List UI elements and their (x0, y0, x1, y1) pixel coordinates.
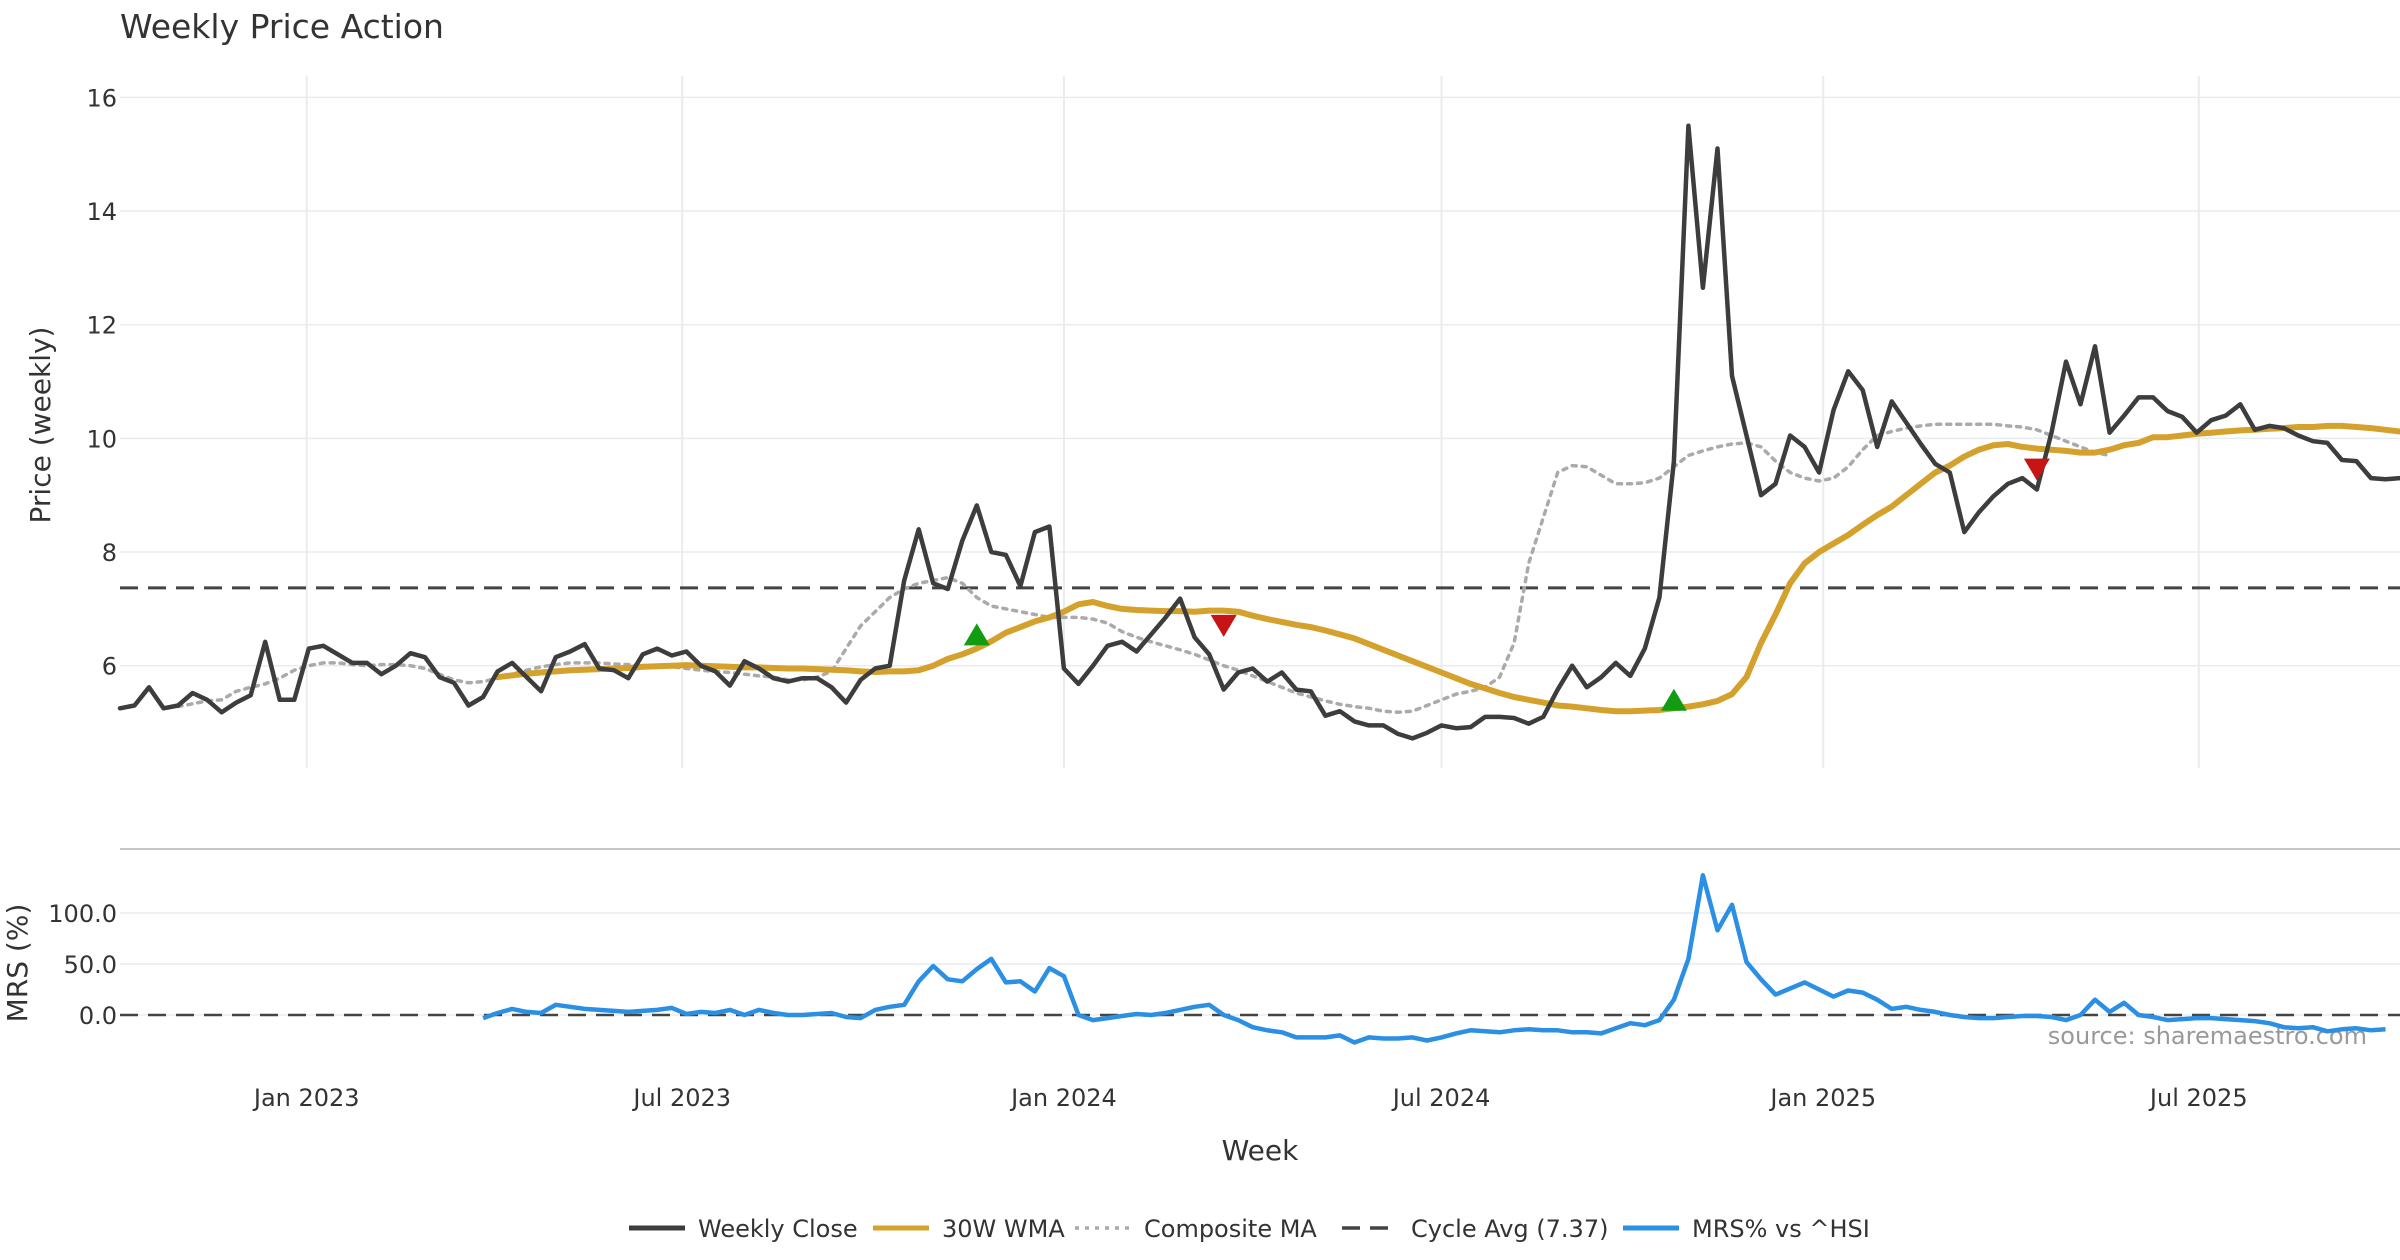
legend-item-composite-ma: Composite MA (1075, 1215, 1317, 1243)
legend-item-cycle-avg-7-37: Cycle Avg (7.37) (1342, 1215, 1608, 1243)
legend-item-30w-wma: 30W WMA (873, 1215, 1065, 1243)
price-y-tick-label: 6 (102, 653, 117, 681)
price-grid (120, 76, 2400, 768)
mrs-y-ticks: 0.0 50.0 100.0 (48, 900, 117, 1030)
mrs-series (120, 873, 2400, 1045)
buy-signal-marker (1660, 688, 1687, 711)
x-tick-label: Jan 2024 (1009, 1084, 1117, 1112)
chart-title: Weekly Price Action (120, 7, 444, 46)
x-tick-label: Jan 2023 (252, 1084, 360, 1112)
weekly-close-line (117, 123, 2400, 741)
price-y-tick-label: 10 (86, 425, 117, 453)
legend-label: Weekly Close (698, 1215, 858, 1243)
30w-wma-line (494, 422, 2400, 715)
price-y-tick-label: 12 (86, 312, 117, 340)
legend-label: MRS% vs ^HSI (1692, 1215, 1870, 1243)
source-watermark: source: sharemaestro.com (2048, 1022, 2367, 1050)
price-y-tick-label: 14 (86, 198, 117, 226)
x-tick-label: Jul 2025 (2148, 1084, 2248, 1112)
price-series (117, 123, 2400, 741)
legend: Weekly Close 30W WMA Composite MA Cycle Avg… (629, 1215, 1870, 1243)
price-y-ticks: 6 8 10 12 14 16 (86, 84, 117, 680)
legend-label: Composite MA (1144, 1215, 1317, 1243)
x-tick-label: Jul 2024 (1391, 1084, 1491, 1112)
sell-signal-marker (1210, 614, 1237, 637)
x-tick-label: Jul 2023 (631, 1084, 731, 1112)
price-y-axis-label: Price (weekly) (24, 327, 57, 524)
legend-label: Cycle Avg (7.37) (1411, 1215, 1608, 1243)
price-y-tick-label: 8 (102, 539, 117, 567)
legend-label: 30W WMA (942, 1215, 1065, 1243)
mrs-grid (120, 912, 2400, 1016)
x-axis-label: Week (1222, 1134, 1299, 1167)
price-y-tick-label: 16 (86, 84, 117, 112)
mrs-y-tick-label: 50.0 (64, 951, 117, 979)
legend-item-weekly-close: Weekly Close (629, 1215, 858, 1243)
mrs-y-tick-label: 0.0 (79, 1002, 117, 1030)
x-tick-label: Jan 2025 (1768, 1084, 1876, 1112)
legend-item-mrs-vs-hsi: MRS% vs ^HSI (1623, 1215, 1870, 1243)
mrs-y-axis-label: MRS (%) (1, 904, 34, 1023)
buy-signal-marker (963, 623, 990, 646)
x-ticks: Jan 2023 Jul 2023 Jan 2024 Jul 2024 Jan 2025… (252, 1084, 2248, 1112)
sell-signal-marker (2023, 458, 2050, 481)
signal-markers (963, 458, 2050, 711)
mrs-y-tick-label: 100.0 (48, 900, 117, 928)
mrs-line (482, 873, 2386, 1045)
